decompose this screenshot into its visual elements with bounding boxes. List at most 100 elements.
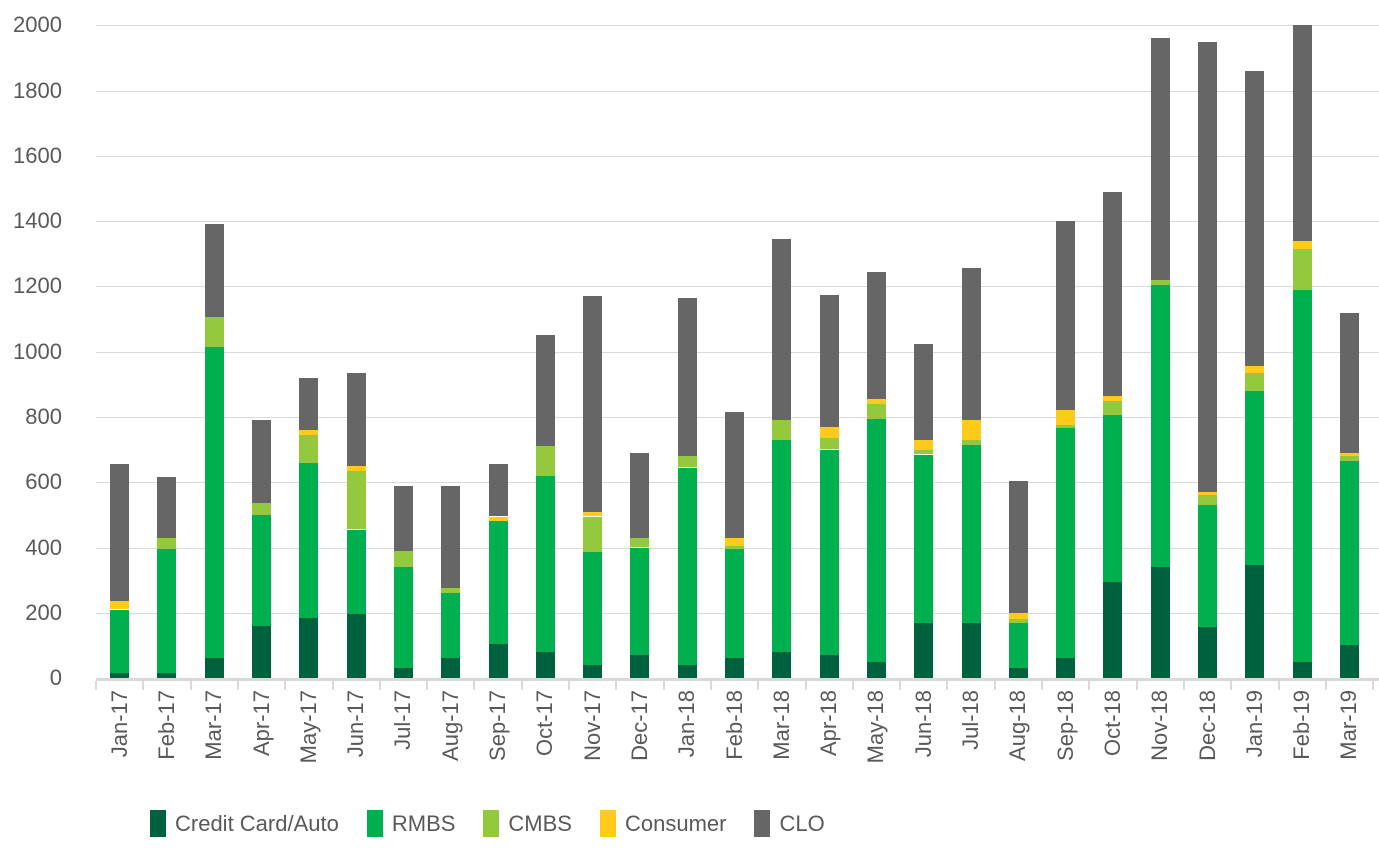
- x-axis-label-jan-17: Jan-17: [106, 690, 132, 758]
- bar-segment-credit-card-auto-feb-18: [725, 658, 744, 678]
- bar-segment-rmbs-jun-18: [914, 454, 934, 623]
- x-axis-tick: [662, 681, 665, 690]
- x-axis-label-may-18: May-18: [863, 690, 889, 764]
- bar-segment-cmbs-jul-17: [393, 550, 413, 567]
- legend-swatch-rmbs: [366, 810, 383, 837]
- bar-segment-cmbs-feb-17: [157, 537, 177, 550]
- bar-segment-credit-card-auto-mar-19: [1339, 645, 1359, 678]
- y-axis-tick-label: 1200: [13, 273, 62, 299]
- bar-segment-rmbs-oct-18: [1103, 415, 1123, 582]
- x-axis-label-nov-17: Nov-17: [579, 690, 605, 761]
- legend-swatch-consumer: [599, 810, 616, 837]
- bar-segment-cmbs-feb-19: [1292, 248, 1312, 290]
- gridline-1000: [96, 351, 1379, 353]
- y-axis-tick-label: 1800: [13, 77, 62, 103]
- bar-segment-credit-card-auto-jun-18: [914, 622, 934, 678]
- bar-segment-rmbs-feb-19: [1292, 289, 1312, 662]
- bar-segment-consumer-may-17: [299, 430, 319, 435]
- bar-segment-clo-mar-17: [204, 224, 224, 318]
- x-axis-tick: [331, 681, 334, 690]
- x-axis-label-oct-17: Oct-17: [532, 690, 558, 757]
- x-axis-tick: [1372, 681, 1375, 690]
- x-axis-tick: [757, 681, 760, 690]
- bar-segment-credit-card-auto-jan-18: [677, 664, 697, 678]
- bar-segment-credit-card-auto-apr-18: [819, 655, 839, 678]
- bar-segment-rmbs-jan-19: [1245, 390, 1265, 566]
- bar-segment-clo-jun-17: [346, 372, 366, 466]
- bar-segment-rmbs-apr-17: [252, 514, 271, 626]
- bar-segment-clo-oct-17: [535, 335, 555, 447]
- legend-swatch-credit-card-auto: [150, 810, 166, 837]
- bar-segment-rmbs-dec-17: [630, 547, 650, 656]
- bar-segment-credit-card-auto-sep-17: [488, 643, 508, 678]
- bar-segment-clo-sep-18: [1056, 221, 1076, 411]
- bar-segment-cmbs-apr-17: [252, 503, 271, 515]
- bar-segment-credit-card-auto-dec-18: [1198, 627, 1217, 678]
- bar-segment-credit-card-auto-jul-18: [961, 622, 981, 678]
- bar-segment-consumer-oct-18: [1103, 395, 1123, 401]
- x-axis-tick: [1182, 681, 1185, 690]
- x-axis-tick: [1324, 681, 1327, 690]
- x-axis-tick: [189, 681, 192, 690]
- bar-segment-clo-feb-19: [1292, 25, 1312, 241]
- bar-segment-consumer-feb-19: [1292, 240, 1312, 249]
- bar-segment-clo-aug-17: [441, 485, 461, 589]
- x-axis-label-jan-19: Jan-19: [1241, 690, 1267, 758]
- bar-segment-rmbs-may-17: [299, 462, 319, 618]
- bar-segment-credit-card-auto-may-17: [299, 617, 319, 678]
- y-axis-tick-label: 0: [49, 665, 62, 690]
- legend-label-cmbs: CMBS: [508, 810, 572, 836]
- bar-segment-rmbs-may-18: [866, 418, 886, 662]
- bar-segment-clo-jul-18: [961, 268, 981, 421]
- bar-segment-rmbs-apr-18: [819, 449, 839, 656]
- bar-segment-credit-card-auto-jul-17: [393, 668, 413, 678]
- x-axis-tick: [142, 681, 145, 690]
- x-axis-tick: [851, 681, 854, 690]
- bar-segment-consumer-jun-17: [346, 465, 366, 471]
- x-axis-tick: [520, 681, 523, 690]
- gridline-1200: [96, 286, 1379, 288]
- x-axis-tick: [568, 681, 570, 690]
- bar-segment-cmbs-mar-19: [1339, 456, 1359, 461]
- bar-segment-consumer-feb-18: [725, 537, 744, 546]
- legend-swatch-cmbs: [483, 810, 500, 837]
- bar-segment-credit-card-auto-may-18: [866, 661, 886, 678]
- bar-segment-rmbs-oct-17: [535, 475, 555, 652]
- bar-segment-clo-feb-17: [157, 477, 177, 538]
- x-axis-tick: [1277, 681, 1280, 690]
- bar-segment-rmbs-nov-17: [583, 552, 603, 665]
- x-axis-label-jun-17: Jun-17: [343, 690, 369, 758]
- x-axis-label-mar-18: Mar-18: [768, 690, 794, 760]
- bar-segment-clo-jan-19: [1245, 71, 1265, 367]
- x-axis-tick: [946, 681, 949, 690]
- bar-segment-rmbs-aug-17: [441, 593, 461, 659]
- bar-segment-cmbs-jan-18: [677, 456, 697, 468]
- y-axis-tick-label: 800: [25, 403, 62, 429]
- x-axis-label-sep-17: Sep-17: [485, 690, 510, 761]
- x-axis-label-dec-17: Dec-17: [626, 690, 652, 761]
- bar-segment-credit-card-auto-nov-18: [1150, 567, 1170, 678]
- legend-item-clo: CLO: [754, 810, 825, 837]
- x-axis-label-dec-18: Dec-18: [1194, 690, 1220, 761]
- bar-segment-credit-card-auto-mar-18: [772, 651, 792, 678]
- bar-segment-consumer-nov-17: [583, 511, 603, 517]
- bar-segment-cmbs-dec-17: [630, 537, 650, 548]
- x-axis-line: [96, 678, 1379, 681]
- x-axis-label-jun-18: Jun-18: [910, 690, 936, 758]
- x-axis-tick: [899, 681, 902, 690]
- x-axis-tick: [426, 681, 429, 690]
- bar-segment-clo-dec-18: [1198, 41, 1217, 492]
- x-axis-label-sep-18: Sep-18: [1052, 690, 1078, 761]
- bar-segment-rmbs-mar-17: [204, 346, 224, 659]
- x-axis-label-jul-18: Jul-18: [958, 690, 983, 750]
- bar-segment-cmbs-nov-17: [583, 516, 603, 553]
- x-axis-tick: [1135, 681, 1138, 690]
- bar-segment-rmbs-mar-18: [772, 439, 792, 652]
- bar-segment-rmbs-sep-17: [488, 521, 508, 644]
- bar-segment-credit-card-auto-jun-17: [346, 614, 366, 678]
- bar-segment-cmbs-oct-17: [535, 446, 555, 476]
- x-axis-label-oct-18: Oct-18: [1099, 690, 1125, 757]
- x-axis-label-apr-18: Apr-18: [816, 690, 842, 757]
- bar-segment-rmbs-sep-18: [1056, 428, 1076, 659]
- bar-segment-cmbs-sep-18: [1056, 425, 1076, 429]
